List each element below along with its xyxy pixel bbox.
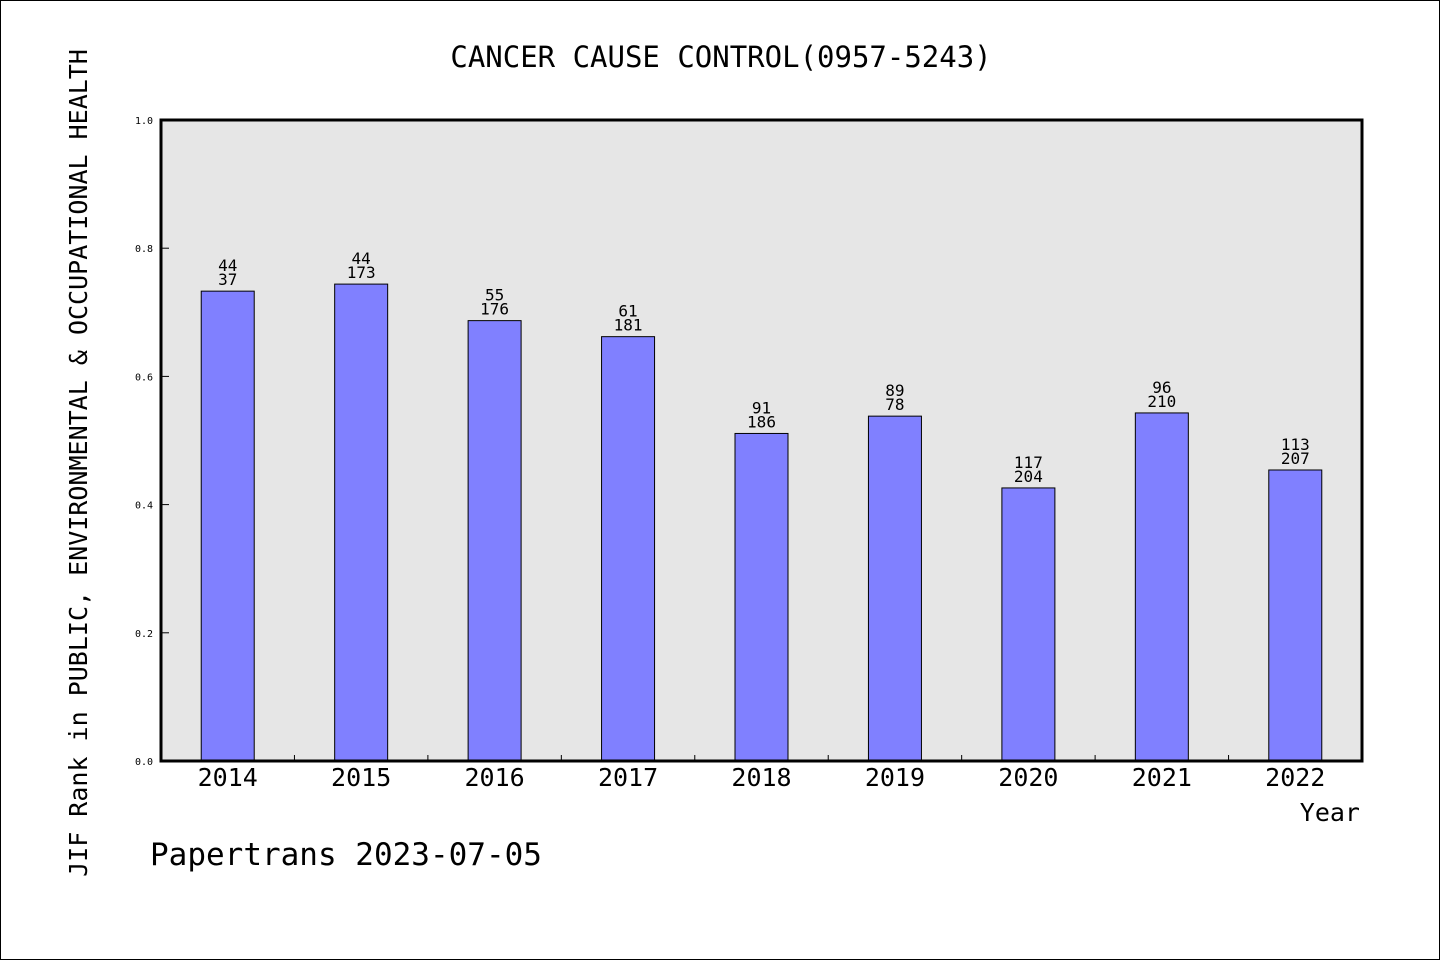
bar-2021 [1134, 412, 1189, 762]
bar-label-top-2020: 117 [1014, 453, 1043, 472]
bar-label-top-2014: 44 [218, 256, 237, 275]
bar-label-bottom-2014: 37 [218, 270, 237, 289]
credit-text: Papertrans 2023-07-05 [150, 837, 542, 873]
bar-label-bottom-2018: 186 [747, 412, 776, 431]
bar-label-top-2021: 96 [1152, 378, 1171, 397]
x-tick-label-2017: 2017 [598, 763, 658, 792]
bar-label-top-2017: 61 [618, 302, 637, 321]
y-tick-label: 0.4 [135, 501, 153, 512]
x-tick-label-2015: 2015 [331, 763, 391, 792]
x-axis-title: Year [1300, 798, 1360, 827]
chart-title: CANCER CAUSE CONTROL(0957-5243) [450, 40, 991, 74]
y-tick-label: 0.0 [135, 757, 153, 768]
bar-2014 [200, 290, 255, 762]
bar-label-top-2022: 113 [1281, 435, 1310, 454]
x-tick-label-2014: 2014 [198, 763, 258, 792]
y-tick-label: 0.8 [135, 244, 153, 255]
bar-label-bottom-2022: 207 [1281, 449, 1310, 468]
bar-label-top-2018: 91 [752, 398, 771, 417]
bar-label-bottom-2020: 204 [1014, 467, 1043, 486]
bar-2019 [867, 415, 922, 762]
bar-2015 [334, 283, 389, 762]
bar-2022 [1268, 469, 1323, 762]
bar-label-bottom-2015: 173 [347, 263, 376, 282]
bar-label-bottom-2016: 176 [480, 300, 509, 319]
bar-label-bottom-2017: 181 [614, 316, 643, 335]
bar-2016 [467, 320, 522, 762]
bar-label-top-2015: 44 [352, 249, 371, 268]
bar-2018 [734, 432, 789, 762]
bar-2017 [601, 336, 656, 762]
x-axis-ticks: 2014 2015 2016 2017 2018 2019 2020 2021 2022 [198, 755, 1325, 792]
bar-label-bottom-2019: 78 [885, 395, 904, 414]
bar-2020 [1001, 487, 1056, 762]
x-tick-label-2016: 2016 [465, 763, 525, 792]
x-tick-label-2022: 2022 [1265, 763, 1325, 792]
bar-label-top-2016: 55 [485, 286, 504, 305]
y-tick-label: 0.2 [135, 629, 153, 640]
bar-label-top-2019: 89 [885, 381, 904, 400]
x-tick-label-2020: 2020 [998, 763, 1058, 792]
x-tick-label-2018: 2018 [731, 763, 791, 792]
x-tick-label-2019: 2019 [865, 763, 925, 792]
x-tick-label-2021: 2021 [1132, 763, 1192, 792]
y-tick-label: 0.6 [135, 372, 153, 383]
plot-frame [159, 118, 1364, 763]
bar-label-bottom-2021: 210 [1147, 392, 1176, 411]
y-axis-title: JIF Rank in PUBLIC, ENVIRONMENTAL & OCCU… [64, 49, 93, 877]
y-tick-label: 1.0 [135, 116, 153, 127]
bars-layer [200, 283, 1323, 762]
